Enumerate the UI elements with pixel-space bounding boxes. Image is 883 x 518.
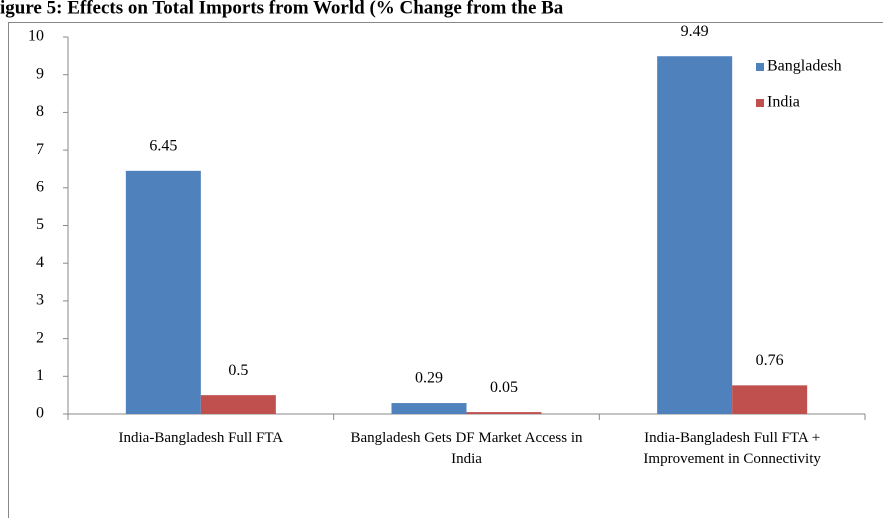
y-tick-label: 3 [36, 292, 44, 309]
x-tick-label-box: India-Bangladesh Full FTA + Improvement … [643, 430, 821, 467]
x-tick-label-box: Bangladesh Gets DF Market Access in Indi… [350, 430, 583, 467]
legend-label: Bangladesh [767, 58, 842, 75]
x-tick-label-box: India-Bangladesh Full FTA [118, 430, 284, 446]
data-label: 0.29 [415, 370, 443, 387]
x-tick-label: India-Bangladesh Full FTA + Improvement … [643, 430, 821, 467]
chart-border [8, 22, 883, 518]
data-label: 9.49 [681, 23, 709, 40]
x-tick-label: India-Bangladesh Full FTA [118, 430, 284, 446]
y-tick-label: 2 [36, 329, 44, 346]
data-label: 0.05 [490, 379, 518, 396]
y-tick-label: 1 [36, 367, 44, 384]
y-tick-label: 6 [36, 178, 44, 195]
y-tick-label: 7 [36, 141, 44, 158]
y-tick-label: 5 [36, 216, 44, 233]
y-tick-label: 4 [36, 254, 44, 271]
legend-swatch [756, 99, 764, 107]
data-label: 0.5 [228, 362, 248, 379]
y-tick-label: 9 [36, 65, 44, 82]
legend-label: India [767, 94, 800, 111]
data-label: 0.76 [756, 352, 784, 369]
legend-swatch [756, 63, 764, 71]
bar [391, 403, 467, 414]
bar [200, 395, 276, 414]
x-tick-label: Bangladesh Gets DF Market Access in Indi… [350, 430, 583, 467]
y-tick-label: 0 [36, 405, 44, 422]
bar [657, 56, 733, 415]
bar [125, 170, 201, 414]
chart-title: igure 5: Effects on Total Imports from W… [0, 0, 564, 18]
bar [466, 412, 542, 414]
y-tick-label: 10 [28, 28, 44, 45]
y-tick-label: 8 [36, 103, 44, 120]
data-label: 6.45 [149, 138, 177, 155]
bar [732, 385, 808, 414]
